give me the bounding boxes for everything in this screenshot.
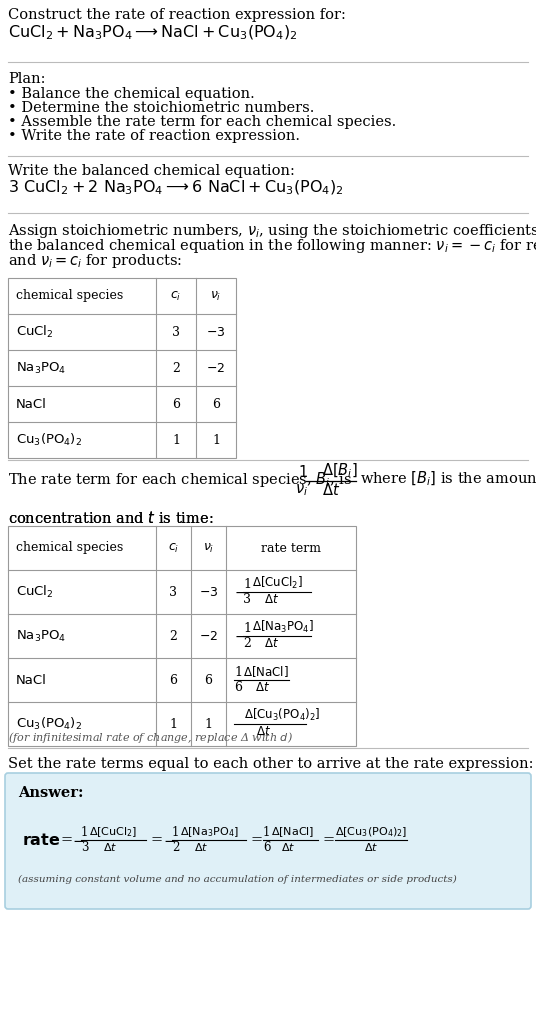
- Text: $\mathrm{CuCl_2}$: $\mathrm{CuCl_2}$: [16, 584, 54, 600]
- Text: $-3$: $-3$: [199, 585, 218, 598]
- FancyBboxPatch shape: [5, 772, 531, 909]
- Text: 1: 1: [243, 622, 251, 636]
- Text: $\mathrm{CuCl_2}$: $\mathrm{CuCl_2}$: [16, 324, 54, 340]
- Text: • Determine the stoichiometric numbers.: • Determine the stoichiometric numbers.: [8, 101, 315, 115]
- Text: $\Delta t$: $\Delta t$: [281, 842, 295, 853]
- Text: $-$: $-$: [163, 832, 176, 848]
- Text: $\Delta t$: $\Delta t$: [194, 842, 209, 853]
- Text: • Balance the chemical equation.: • Balance the chemical equation.: [8, 87, 255, 101]
- Text: $-3$: $-3$: [206, 325, 226, 339]
- Text: The rate term for each chemical species, $B_i$, is: The rate term for each chemical species,…: [8, 470, 352, 489]
- Text: $\Delta t$: $\Delta t$: [103, 842, 117, 853]
- Text: $\Delta[\mathrm{CuCl_2}]$: $\Delta[\mathrm{CuCl_2}]$: [89, 825, 137, 839]
- Text: $\Delta[\mathrm{Cu_3(PO_4)_2}]$: $\Delta[\mathrm{Cu_3(PO_4)_2}]$: [244, 707, 321, 723]
- Text: $\mathrm{Na_3PO_4}$: $\mathrm{Na_3PO_4}$: [16, 360, 66, 376]
- Text: 1: 1: [243, 578, 251, 591]
- Text: 6: 6: [205, 674, 212, 687]
- Text: $c_i$: $c_i$: [168, 542, 179, 554]
- Text: $\mathrm{Cu_3(PO_4)_2}$: $\mathrm{Cu_3(PO_4)_2}$: [16, 432, 82, 448]
- Text: $c_i$: $c_i$: [170, 289, 182, 303]
- Text: 2: 2: [172, 362, 180, 375]
- Text: Plan:: Plan:: [8, 72, 46, 85]
- Text: $\mathrm{Na_3PO_4}$: $\mathrm{Na_3PO_4}$: [16, 628, 66, 644]
- Text: the balanced chemical equation in the following manner: $\nu_i = -c_i$ for react: the balanced chemical equation in the fo…: [8, 237, 536, 255]
- Text: 2: 2: [169, 629, 177, 643]
- Text: where $[B_i]$ is the amount: where $[B_i]$ is the amount: [360, 470, 536, 488]
- Text: =: =: [151, 833, 163, 847]
- Text: $\mathrm{3\ CuCl_2 + 2\ Na_3PO_4 \longrightarrow 6\ NaCl + Cu_3(PO_4)_2}$: $\mathrm{3\ CuCl_2 + 2\ Na_3PO_4 \longri…: [8, 179, 344, 198]
- Text: $\Delta t$: $\Delta t$: [364, 842, 378, 853]
- Text: (assuming constant volume and no accumulation of intermediates or side products): (assuming constant volume and no accumul…: [18, 876, 457, 884]
- Text: 1: 1: [234, 666, 242, 679]
- Text: $\Delta t$: $\Delta t$: [264, 637, 279, 650]
- Text: $\Delta[\mathrm{Cu_3(PO_4)_2}]$: $\Delta[\mathrm{Cu_3(PO_4)_2}]$: [335, 825, 407, 839]
- Text: rate term: rate term: [261, 542, 321, 554]
- Text: chemical species: chemical species: [16, 289, 123, 303]
- Text: 1: 1: [263, 826, 270, 839]
- Text: concentration and $t$ is time:: concentration and $t$ is time:: [8, 510, 213, 526]
- Text: chemical species: chemical species: [16, 542, 123, 554]
- Text: 1: 1: [212, 434, 220, 446]
- Text: 2: 2: [243, 637, 251, 650]
- Text: $\Delta[\mathrm{CuCl_2}]$: $\Delta[\mathrm{CuCl_2}]$: [252, 575, 303, 591]
- Text: Set the rate terms equal to each other to arrive at the rate expression:: Set the rate terms equal to each other t…: [8, 757, 533, 771]
- Text: $1$: $1$: [298, 464, 308, 480]
- Text: concentration and $t$ is time:: concentration and $t$ is time:: [8, 510, 213, 526]
- Text: $\Delta t$: $\Delta t$: [255, 681, 270, 694]
- Text: 3: 3: [172, 325, 180, 339]
- Text: 1: 1: [172, 826, 180, 839]
- Text: 1: 1: [172, 434, 180, 446]
- Text: $\nu_i$: $\nu_i$: [210, 289, 222, 303]
- Text: 6: 6: [234, 681, 242, 694]
- Text: and $\nu_i = c_i$ for products:: and $\nu_i = c_i$ for products:: [8, 252, 182, 270]
- Text: $\Delta[B_i]$: $\Delta[B_i]$: [322, 461, 358, 480]
- Text: 6: 6: [263, 842, 271, 854]
- Text: 3: 3: [81, 842, 88, 854]
- Text: Write the balanced chemical equation:: Write the balanced chemical equation:: [8, 164, 295, 178]
- Text: $\Delta[\mathrm{Na_3PO_4}]$: $\Delta[\mathrm{Na_3PO_4}]$: [180, 825, 239, 839]
- Text: Construct the rate of reaction expression for:: Construct the rate of reaction expressio…: [8, 8, 346, 22]
- Text: 1: 1: [205, 718, 212, 730]
- Text: $\nu_i$: $\nu_i$: [203, 542, 214, 554]
- Text: Assign stoichiometric numbers, $\nu_i$, using the stoichiometric coefficients, $: Assign stoichiometric numbers, $\nu_i$, …: [8, 222, 536, 240]
- Text: 6: 6: [169, 674, 177, 687]
- Text: • Write the rate of reaction expression.: • Write the rate of reaction expression.: [8, 129, 300, 143]
- Text: =: =: [60, 833, 72, 847]
- Text: 2: 2: [172, 842, 180, 854]
- Text: $\nu_i$: $\nu_i$: [295, 482, 308, 497]
- Text: 3: 3: [243, 593, 251, 606]
- Text: $-2$: $-2$: [206, 362, 226, 375]
- Text: =: =: [251, 833, 263, 847]
- Text: $\Delta t$: $\Delta t$: [257, 725, 272, 739]
- Text: $\Delta t$: $\Delta t$: [264, 593, 279, 606]
- Text: $-$: $-$: [234, 585, 246, 599]
- Text: 1: 1: [81, 826, 88, 839]
- Text: $-2$: $-2$: [199, 629, 218, 643]
- Text: 1: 1: [169, 718, 177, 730]
- Text: 3: 3: [169, 585, 177, 598]
- Text: 6: 6: [212, 398, 220, 411]
- Text: $\mathrm{CuCl_2 + Na_3PO_4 \longrightarrow NaCl + Cu_3(PO_4)_2}$: $\mathrm{CuCl_2 + Na_3PO_4 \longrightarr…: [8, 24, 297, 42]
- Text: 6: 6: [172, 398, 180, 411]
- Text: $\Delta[\mathrm{NaCl}]$: $\Delta[\mathrm{NaCl}]$: [243, 664, 289, 679]
- Bar: [8, 526, 356, 746]
- Text: $\Delta[\mathrm{Na_3PO_4}]$: $\Delta[\mathrm{Na_3PO_4}]$: [252, 619, 314, 636]
- Text: NaCl: NaCl: [16, 398, 47, 411]
- Text: (for infinitesimal rate of change, replace Δ with $d$): (for infinitesimal rate of change, repla…: [8, 730, 293, 745]
- Text: Answer:: Answer:: [18, 786, 84, 800]
- Bar: [8, 278, 236, 458]
- Text: $-$: $-$: [234, 629, 246, 643]
- Text: $\Delta t$: $\Delta t$: [322, 482, 340, 497]
- Text: $-$: $-$: [72, 832, 85, 848]
- Text: $\mathrm{Cu_3(PO_4)_2}$: $\mathrm{Cu_3(PO_4)_2}$: [16, 716, 82, 732]
- Text: NaCl: NaCl: [16, 674, 47, 687]
- Text: • Assemble the rate term for each chemical species.: • Assemble the rate term for each chemic…: [8, 115, 396, 129]
- Text: $\Delta[\mathrm{NaCl}]$: $\Delta[\mathrm{NaCl}]$: [271, 825, 315, 839]
- Text: =: =: [323, 833, 335, 847]
- Text: $\mathbf{rate}$: $\mathbf{rate}$: [22, 832, 61, 848]
